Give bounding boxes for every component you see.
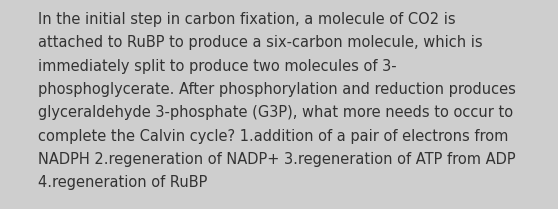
Text: immediately split to produce two molecules of 3-: immediately split to produce two molecul… — [38, 59, 397, 74]
Text: attached to RuBP to produce a six-carbon molecule, which is: attached to RuBP to produce a six-carbon… — [38, 35, 483, 50]
Text: NADPH 2.regeneration of NADP+ 3.regeneration of ATP from ADP: NADPH 2.regeneration of NADP+ 3.regenera… — [38, 152, 516, 167]
Text: phosphoglycerate. After phosphorylation and reduction produces: phosphoglycerate. After phosphorylation … — [38, 82, 516, 97]
Text: 4.regeneration of RuBP: 4.regeneration of RuBP — [38, 175, 208, 190]
Text: glyceraldehyde 3-phosphate (G3P), what more needs to occur to: glyceraldehyde 3-phosphate (G3P), what m… — [38, 105, 513, 120]
Text: complete the Calvin cycle? 1.addition of a pair of electrons from: complete the Calvin cycle? 1.addition of… — [38, 129, 508, 144]
Text: In the initial step in carbon fixation, a molecule of CO2 is: In the initial step in carbon fixation, … — [38, 12, 456, 27]
